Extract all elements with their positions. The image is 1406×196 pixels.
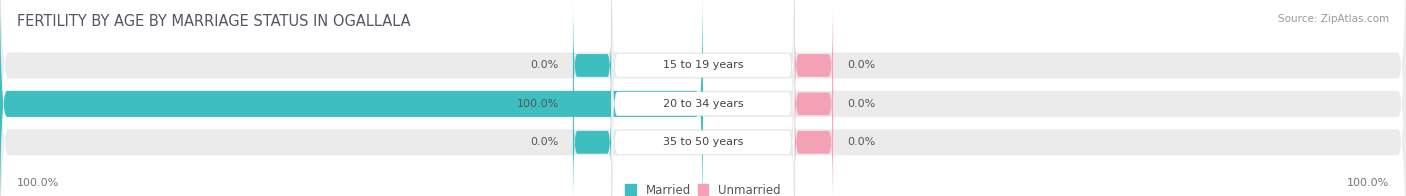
Text: 20 to 34 years: 20 to 34 years <box>662 99 744 109</box>
FancyBboxPatch shape <box>574 33 612 175</box>
FancyBboxPatch shape <box>612 0 794 163</box>
Text: 0.0%: 0.0% <box>846 137 876 147</box>
FancyBboxPatch shape <box>794 71 832 196</box>
FancyBboxPatch shape <box>574 0 612 136</box>
FancyBboxPatch shape <box>612 6 794 196</box>
Text: 0.0%: 0.0% <box>846 60 876 71</box>
Text: 0.0%: 0.0% <box>846 99 876 109</box>
Text: FERTILITY BY AGE BY MARRIAGE STATUS IN OGALLALA: FERTILITY BY AGE BY MARRIAGE STATUS IN O… <box>17 14 411 29</box>
Text: 0.0%: 0.0% <box>530 60 560 71</box>
Text: 15 to 19 years: 15 to 19 years <box>662 60 744 71</box>
Text: 100.0%: 100.0% <box>1347 178 1389 188</box>
FancyBboxPatch shape <box>574 71 612 196</box>
Legend: Married, Unmarried: Married, Unmarried <box>626 184 780 196</box>
Text: Source: ZipAtlas.com: Source: ZipAtlas.com <box>1278 14 1389 24</box>
FancyBboxPatch shape <box>794 0 832 136</box>
FancyBboxPatch shape <box>612 44 794 196</box>
Text: 100.0%: 100.0% <box>17 178 59 188</box>
FancyBboxPatch shape <box>0 0 703 196</box>
Text: 0.0%: 0.0% <box>530 137 560 147</box>
Text: 100.0%: 100.0% <box>516 99 560 109</box>
FancyBboxPatch shape <box>794 33 832 175</box>
Text: 35 to 50 years: 35 to 50 years <box>662 137 744 147</box>
